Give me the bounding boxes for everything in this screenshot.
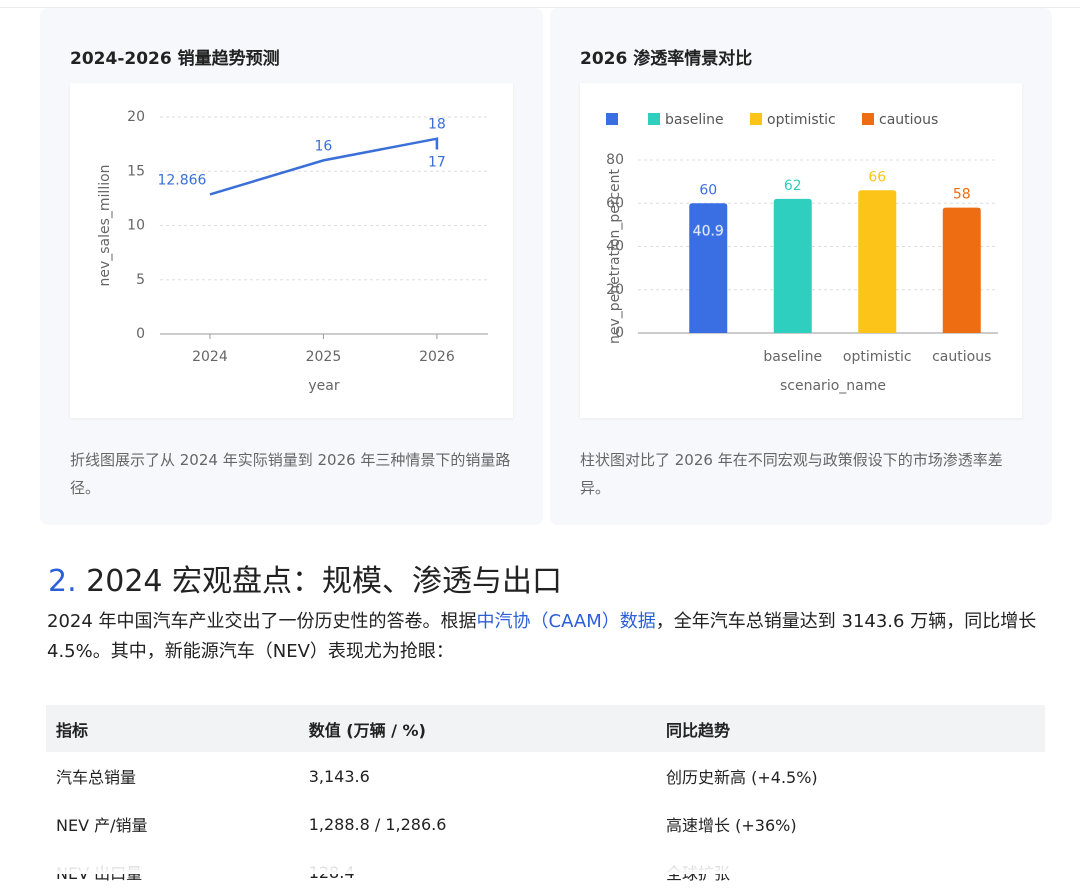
y-axis-title: nev_penetration_percent — [607, 168, 623, 344]
header-cell: 数值 (万辆 / %) — [298, 705, 657, 752]
top-border — [0, 0, 1080, 8]
bar-chart: 0 20 40 60 80 scenario_name nev_penetration_pe… — [580, 83, 1022, 418]
line-chart: 0 5 10 15 20 2024 2025 2026 year nev_sales_millio… — [70, 83, 513, 418]
data-label: 66 — [868, 169, 886, 185]
x-tick-label: cautious — [932, 349, 991, 365]
section-heading: 2. 2024 宏观盘点：规模、渗透与出口 — [48, 556, 562, 600]
bar — [773, 198, 812, 333]
y-tick-label: 60 — [606, 195, 624, 211]
chart-caption: 柱状图对比了 2026 年在不同宏观与政策假设下的市场渗透率差异。 — [580, 451, 1003, 497]
section-number: 2. — [48, 564, 77, 599]
table-cell: 汽车总销量 — [56, 768, 137, 787]
data-label: 60 — [699, 182, 717, 198]
x-tick-label: optimistic — [843, 349, 912, 365]
y-tick-label: 10 — [127, 218, 145, 234]
data-label: 58 — [953, 187, 971, 203]
data-label: 16 — [315, 138, 333, 154]
x-axis-title: year — [308, 378, 339, 394]
bar — [942, 207, 981, 333]
text: ，全年汽车总销量达到 3143.6 万辆，同比增长 4.5%。其中，新能源汽车（… — [47, 611, 1037, 662]
legend-label: optimistic — [767, 112, 836, 128]
y-tick-label: 0 — [136, 326, 145, 342]
data-table: 指标 数值 (万辆 / %) 同比趋势汽车总销量 3,143.6 创历史新高 (+4.5… — [46, 705, 1045, 896]
x-axis-title: scenario_name — [780, 378, 886, 394]
legend-swatch — [750, 113, 762, 125]
chart-title: 2024-2026 销量趋势预测 — [70, 49, 280, 69]
bar — [689, 203, 728, 333]
table-row: 汽车总销量 3,143.6 创历史新高 (+4.5%) — [46, 752, 1045, 800]
y-axis-title: nev_sales_million — [97, 164, 113, 286]
data-label: 17 — [428, 155, 446, 171]
inner-label: 40.9 — [693, 223, 724, 239]
chart-caption: 折线图展示了从 2024 年实际销量到 2026 年三种情景下的销量路径。 — [70, 451, 511, 497]
header-cell: 指标 — [46, 705, 299, 752]
y-tick-label: 5 — [136, 272, 145, 288]
header-cell: 同比趋势 — [656, 705, 1045, 752]
x-tick-label: 2024 — [192, 349, 228, 365]
bar — [858, 190, 897, 333]
legend-label: cautious — [879, 112, 938, 128]
chart-title: 2026 渗透率情景对比 — [580, 49, 753, 69]
table-cell: 3,143.6 — [308, 766, 370, 786]
legend-label: baseline — [665, 112, 724, 128]
table-cell: 1,288.8 / 1,286.6 — [308, 814, 447, 834]
line-series — [209, 137, 439, 196]
link[interactable]: 中汽协（CAAM）数据 — [476, 611, 656, 632]
table-cell: 创历史新高 (+4.5%) — [666, 768, 818, 787]
bottom-fade — [0, 830, 1080, 874]
y-tick-label: 80 — [606, 152, 624, 168]
y-tick-label: 0 — [615, 325, 624, 341]
data-label: 62 — [784, 178, 802, 194]
section-title: 2024 宏观盘点：规模、渗透与出口 — [86, 564, 563, 599]
legend-swatch — [648, 113, 660, 125]
y-tick-label: 20 — [606, 282, 624, 298]
data-label: 12.866 — [157, 172, 206, 188]
legend-swatch — [606, 113, 618, 125]
legend-swatch — [862, 113, 874, 125]
x-tick-label: baseline — [763, 349, 822, 365]
data-label: 18 — [428, 117, 446, 133]
x-tick-label: 2025 — [306, 349, 342, 365]
paragraph: 2024 年中国汽车产业交出了一份历史性的答卷。根据中汽协（CAAM）数据，全年… — [47, 607, 1047, 667]
y-tick-label: 20 — [127, 109, 145, 125]
text: 2024 年中国汽车产业交出了一份历史性的答卷。根据 — [47, 611, 477, 632]
x-tick-label: 2026 — [419, 349, 455, 365]
table-row: 指标 数值 (万辆 / %) 同比趋势 — [46, 705, 1045, 752]
y-tick-label: 40 — [606, 239, 624, 255]
y-tick-label: 15 — [127, 163, 145, 179]
